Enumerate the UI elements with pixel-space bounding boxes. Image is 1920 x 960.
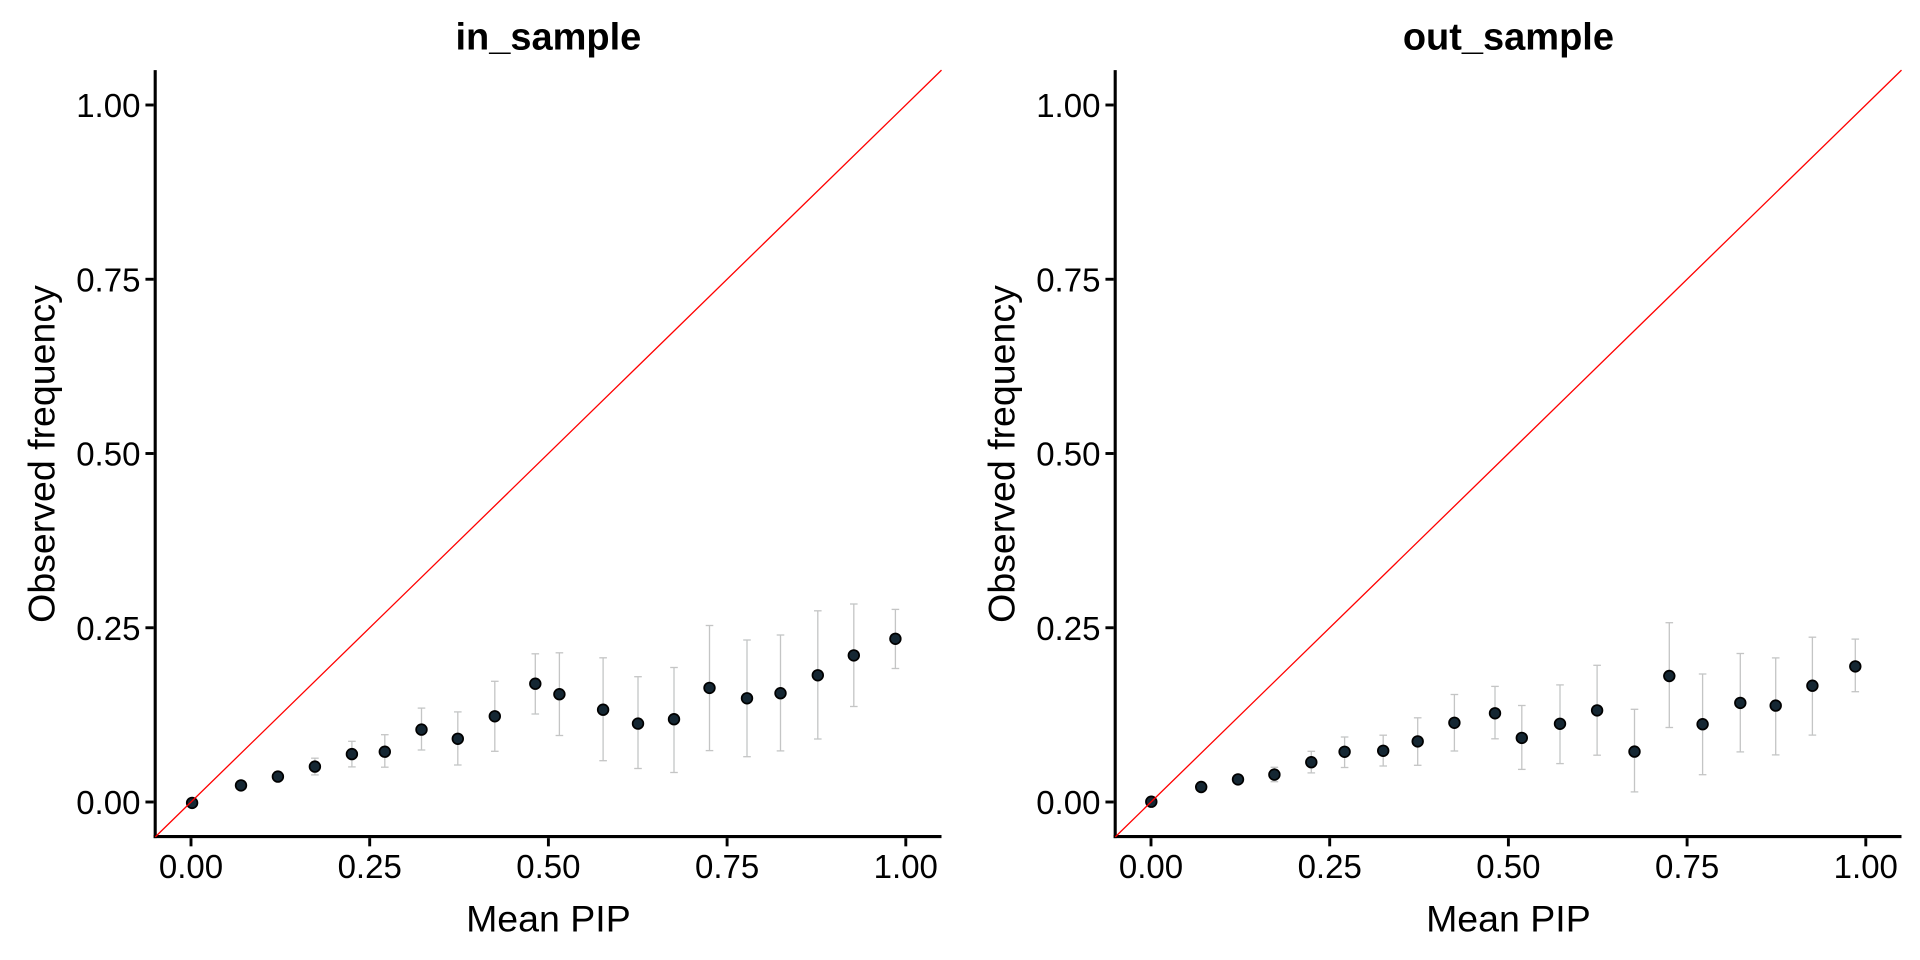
svg-text:1.00: 1.00	[1036, 87, 1100, 124]
svg-text:Observed frequency: Observed frequency	[981, 285, 1023, 623]
svg-text:0.25: 0.25	[1298, 848, 1362, 885]
svg-text:0.50: 0.50	[516, 848, 580, 885]
svg-text:0.75: 0.75	[76, 261, 140, 298]
svg-text:0.00: 0.00	[159, 848, 223, 885]
svg-text:0.00: 0.00	[1119, 848, 1183, 885]
svg-text:1.00: 1.00	[1834, 848, 1898, 885]
svg-text:Mean PIP: Mean PIP	[1426, 898, 1591, 940]
svg-text:0.50: 0.50	[76, 436, 140, 473]
svg-text:0.25: 0.25	[338, 848, 402, 885]
svg-text:0.50: 0.50	[1476, 848, 1540, 885]
svg-text:in_sample: in_sample	[455, 17, 641, 59]
svg-text:Mean PIP: Mean PIP	[466, 898, 631, 940]
svg-text:0.75: 0.75	[1655, 848, 1719, 885]
svg-text:0.75: 0.75	[695, 848, 759, 885]
svg-text:0.25: 0.25	[1036, 610, 1100, 647]
svg-text:Observed frequency: Observed frequency	[21, 285, 63, 623]
svg-text:0.75: 0.75	[1036, 261, 1100, 298]
svg-text:out_sample: out_sample	[1403, 17, 1614, 59]
svg-text:1.00: 1.00	[76, 87, 140, 124]
svg-text:0.25: 0.25	[76, 610, 140, 647]
svg-text:0.00: 0.00	[1036, 784, 1100, 821]
svg-text:1.00: 1.00	[874, 848, 938, 885]
svg-text:0.00: 0.00	[76, 784, 140, 821]
svg-text:0.50: 0.50	[1036, 436, 1100, 473]
